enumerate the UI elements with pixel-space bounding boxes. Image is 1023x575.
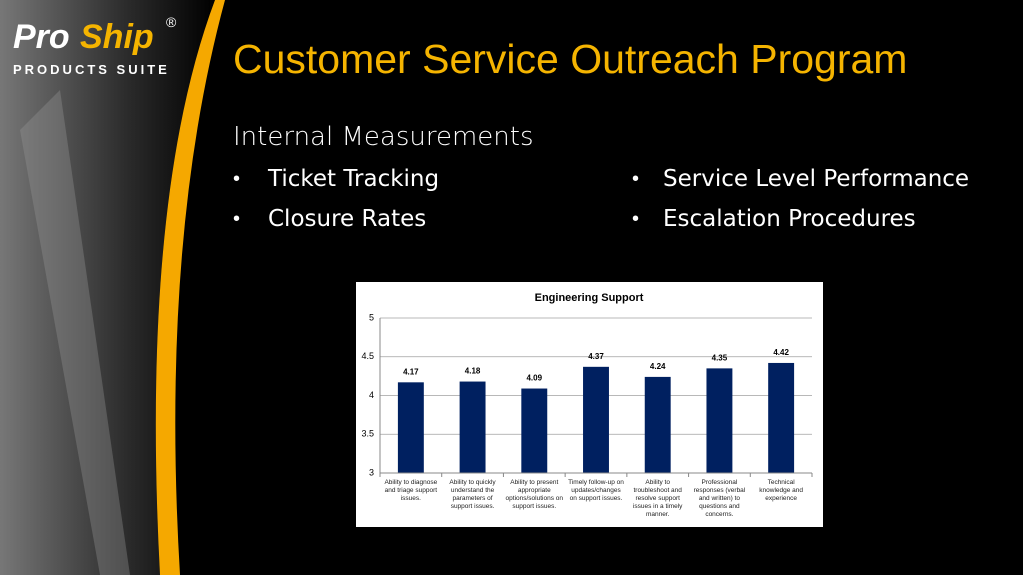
value-label: 4.09 — [526, 374, 542, 383]
bullet-text: Closure Rates — [268, 206, 427, 232]
subtitle: Internal Measurements — [233, 122, 534, 152]
y-tick-label: 3 — [369, 467, 374, 477]
chart: Engineering Support 3 3.5 4 4.5 5 4.17 4.18 4.0… — [356, 282, 823, 527]
x-tick-label: Ability to present appropriate options/s… — [505, 479, 563, 510]
bar — [459, 381, 486, 473]
x-tick-label: Ability to diagnose and triage support i… — [384, 479, 438, 502]
x-tick-label: Ability to troubleshoot and resolve supp… — [632, 479, 683, 518]
logo-mark: ® — [166, 14, 177, 30]
bullet-dot: • — [233, 208, 241, 230]
value-label: 4.17 — [403, 367, 419, 376]
y-tick-label: 3.5 — [361, 429, 374, 439]
value-label: 4.18 — [465, 367, 481, 376]
y-tick-label: 4 — [369, 390, 374, 400]
bar — [644, 376, 671, 473]
bar — [768, 362, 795, 473]
value-label: 4.42 — [773, 348, 789, 357]
conveyor — [20, 90, 130, 575]
bullet-dot: • — [632, 208, 640, 230]
y-tick-label: 5 — [369, 312, 374, 322]
value-label: 4.35 — [712, 353, 728, 362]
bullet-dot: • — [632, 168, 640, 190]
bar — [397, 382, 424, 473]
chart-title: Engineering Support — [535, 292, 644, 304]
x-tick-label: Technical knowledge and experience — [759, 479, 803, 502]
bullet-text: Ticket Tracking — [268, 166, 440, 192]
bar — [583, 366, 609, 473]
slide-title: Customer Service Outreach Program — [233, 36, 908, 82]
bullet-text: Service Level Performance — [663, 166, 970, 192]
bar — [706, 368, 733, 473]
bar — [521, 388, 548, 473]
logo-text: Pro — [13, 18, 70, 56]
bullet-dot: • — [233, 168, 241, 190]
x-tick-label: Timely follow-up on updates/changes on s… — [568, 479, 624, 502]
y-tick-label: 4.5 — [361, 351, 374, 361]
logo-text: Ship — [80, 18, 154, 56]
gold-swoosh — [155, 0, 225, 575]
bullet-text: Escalation Procedures — [663, 206, 916, 232]
x-tick-label: Professional responses (verbal and writt… — [693, 479, 746, 518]
value-label: 4.37 — [588, 352, 604, 361]
photo-area — [0, 0, 215, 575]
logo-tagline: PRODUCTS SUITE — [13, 62, 170, 77]
x-tick-label: Ability to quickly understand the parame… — [449, 479, 496, 510]
value-label: 4.24 — [650, 362, 666, 371]
